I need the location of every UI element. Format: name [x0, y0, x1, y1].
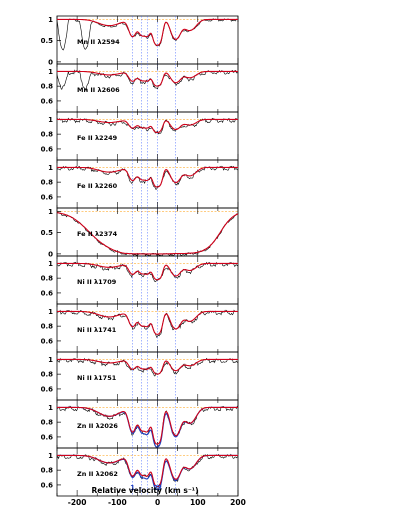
- y-tick-label: 0.8: [41, 323, 54, 331]
- y-tick-label: 1: [48, 452, 53, 460]
- spectrum-panel: 0.6 0.8 1 Zn II λ2026: [41, 399, 239, 449]
- model-profile: [57, 166, 238, 188]
- y-tick-label: 0.8: [41, 275, 54, 283]
- y-tick-label: 1: [48, 164, 53, 172]
- transition-label: Ni II λ1741: [77, 326, 117, 334]
- model-profile: [57, 18, 238, 46]
- data-spectrum: [56, 18, 238, 51]
- y-tick-label: 0.6: [41, 145, 54, 153]
- y-tick-label: 0.6: [41, 337, 54, 345]
- spectrum-panel: 0.6 0.8 1 Mn II λ2606: [41, 63, 239, 113]
- transition-label: Fe II λ2249: [77, 134, 118, 142]
- spectrum-panel: 0 0.5 1 Fe II λ2374: [41, 207, 239, 258]
- panel-stack: 0 0.5 1 Mn II λ2594 0.6 0.8 1 Mn II λ2606 0.6 0.8…: [41, 15, 239, 497]
- y-tick-label: 0: [48, 58, 53, 66]
- spectrum-panel: 0.6 0.8 1 Fe II λ2260: [41, 159, 239, 209]
- x-axis-label: Relative velocity (km s⁻¹): [91, 486, 198, 495]
- model-profile: [57, 406, 238, 445]
- data-spectrum: [56, 117, 239, 135]
- transition-label: Fe II λ2260: [77, 182, 118, 190]
- transition-label: Fe II λ2374: [77, 230, 118, 238]
- transition-label: Ni II λ1751: [77, 374, 117, 382]
- y-tick-label: 0.6: [41, 193, 54, 201]
- y-tick-label: 1: [48, 356, 53, 364]
- y-tick-label: 0.8: [41, 83, 54, 91]
- transition-label: Mn II λ2606: [77, 86, 120, 94]
- model-profile: [57, 262, 238, 281]
- x-tick-label: 100: [190, 498, 206, 507]
- spectrum-panel: 0.6 0.8 1 Fe II λ2249: [41, 111, 239, 161]
- y-tick-label: 0.8: [41, 467, 54, 475]
- model-profile: [56, 212, 239, 255]
- spectrum-panel: 0 0.5 1 Mn II λ2594: [41, 15, 239, 66]
- y-tick-label: 0.6: [41, 481, 54, 489]
- data-spectrum: [56, 309, 239, 338]
- model-profile: [57, 358, 238, 375]
- model-profile: [57, 454, 238, 487]
- model-profile: [57, 310, 238, 335]
- spectrum-panel: 0.6 0.8 1 Ni II λ1741: [41, 303, 239, 353]
- spectrum-panel: 0.6 0.8 1 Ni II λ1751: [41, 351, 239, 401]
- x-tick-label: -200: [68, 498, 87, 507]
- component-label: 2: [153, 484, 158, 492]
- x-tick-label: 200: [230, 498, 246, 507]
- transition-label: Zn II λ2026: [77, 422, 118, 430]
- y-tick-label: 1: [48, 16, 53, 24]
- transition-label: Zn II λ2062: [77, 470, 118, 478]
- y-tick-label: 0.8: [41, 419, 54, 427]
- component-label: 1: [130, 484, 135, 492]
- y-tick-label: 0.8: [41, 371, 54, 379]
- y-tick-label: 1: [48, 116, 53, 124]
- spectrum-panel: 0.6 0.8 1 Ni II λ1709: [41, 255, 239, 305]
- transition-label: Ni II λ1709: [77, 278, 117, 286]
- x-tick-label: 0: [155, 498, 160, 507]
- component-label: 3: [157, 484, 162, 492]
- model-profile: [57, 70, 238, 87]
- y-tick-label: 0.6: [41, 385, 54, 393]
- y-tick-label: 0.8: [41, 131, 54, 139]
- y-tick-label: 1: [48, 404, 53, 412]
- x-tick-label: -100: [108, 498, 127, 507]
- x-axis: -200 -100 0 100 200: [68, 498, 246, 507]
- y-tick-label: 0.6: [41, 433, 54, 441]
- data-spectrum: [56, 211, 239, 257]
- y-tick-label: 0.8: [41, 179, 54, 187]
- y-tick-label: 1: [48, 260, 53, 268]
- y-tick-label: 0: [48, 250, 53, 258]
- y-tick-label: 0.5: [41, 37, 54, 45]
- spectrum-panel: 0.6 0.8 1 Zn II λ2062 1 2 3: [41, 447, 239, 497]
- model-profile: [57, 118, 238, 134]
- y-tick-label: 0.6: [41, 97, 54, 105]
- transition-label: Mn II λ2594: [77, 38, 120, 46]
- y-tick-label: 0.5: [41, 229, 54, 237]
- y-tick-label: 1: [48, 208, 53, 216]
- y-tick-label: 1: [48, 68, 53, 76]
- y-tick-label: 1: [48, 308, 53, 316]
- y-tick-label: 0.6: [41, 289, 54, 297]
